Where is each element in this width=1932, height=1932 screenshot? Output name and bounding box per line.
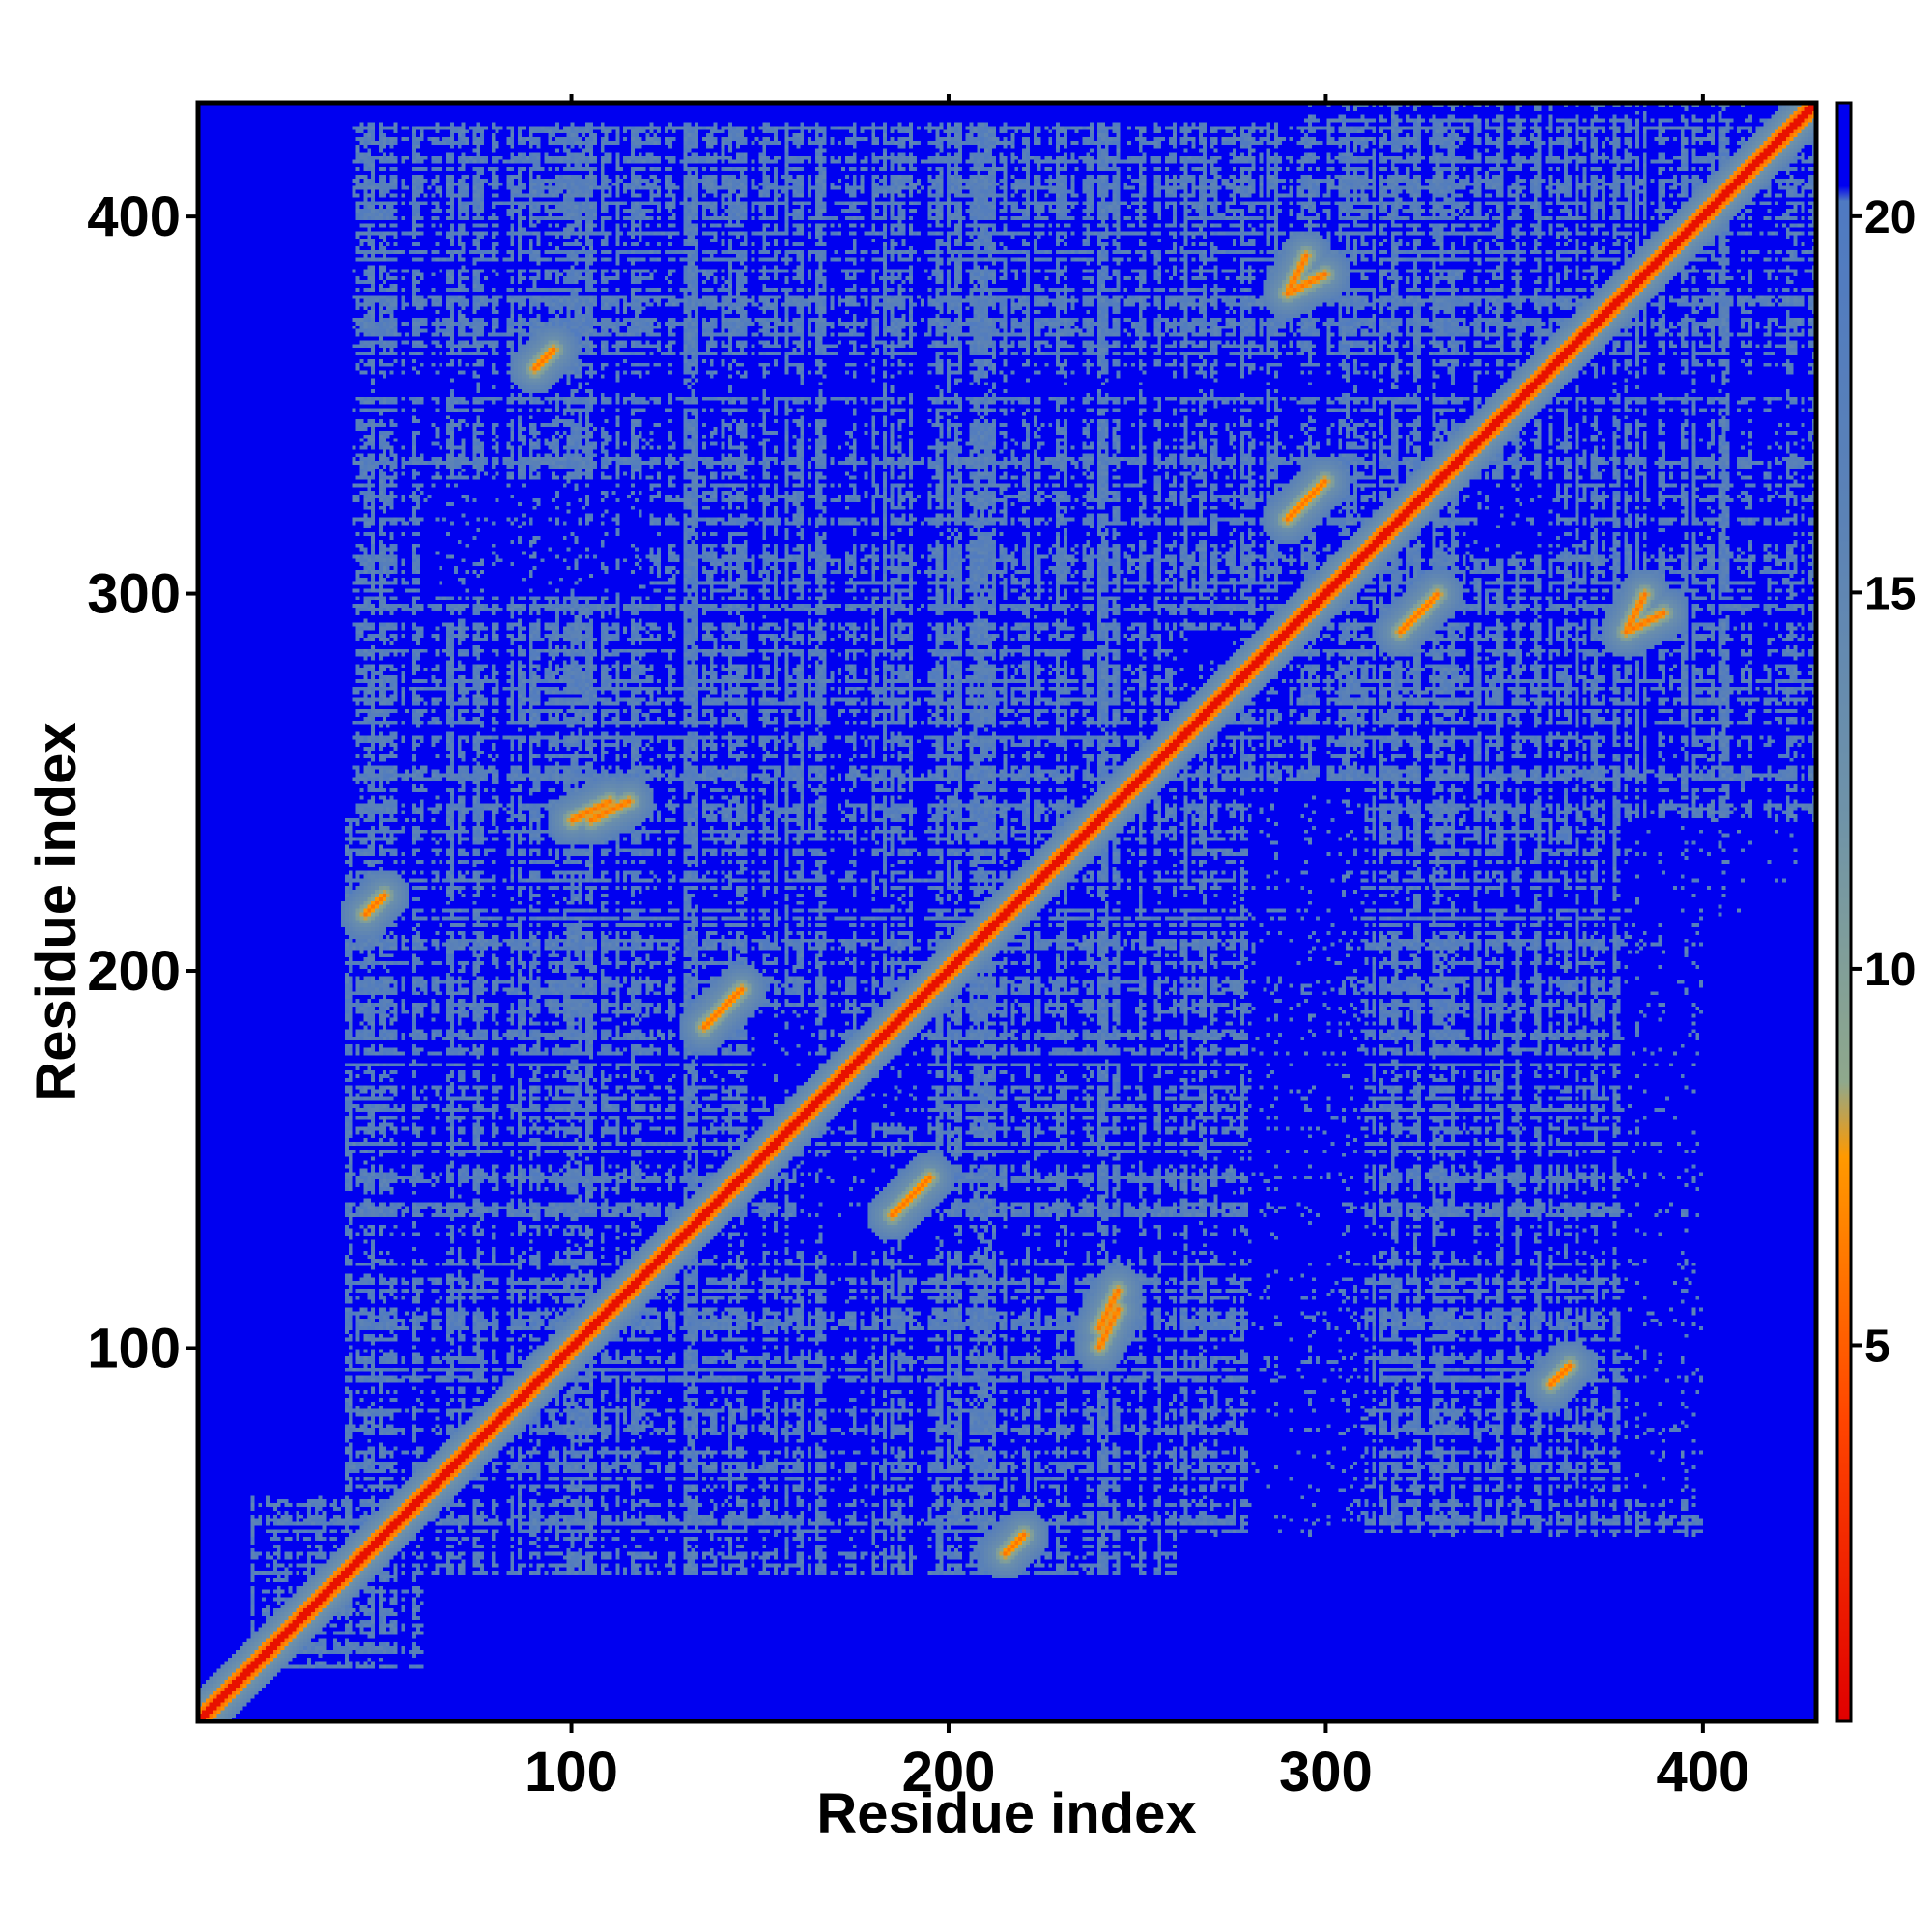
y-axis: 100 200 300 400 xyxy=(87,185,198,1379)
colorbar-tick-label: 10 xyxy=(1864,945,1916,996)
y-tick-label: 400 xyxy=(87,185,181,248)
colorbar-tick-label: 20 xyxy=(1864,192,1916,243)
x-tick-label: 100 xyxy=(525,1741,618,1804)
x-tick-label: 200 xyxy=(902,1741,996,1804)
y-tick-label: 100 xyxy=(87,1317,181,1379)
colorbar-tick-label: 5 xyxy=(1864,1321,1890,1372)
x-axis-title: Residue index xyxy=(816,1782,1196,1845)
y-axis-title: Residue index xyxy=(25,722,88,1101)
plot-frame xyxy=(195,100,1819,1724)
x-tick-label: 300 xyxy=(1279,1741,1373,1804)
y-tick-label: 200 xyxy=(87,940,181,1003)
colorbar xyxy=(1835,101,1853,1723)
x-tick-label: 400 xyxy=(1656,1741,1749,1804)
heatmap-area xyxy=(198,103,1816,1721)
x-axis: 100 200 300 400 xyxy=(525,94,1749,1804)
y-tick-label: 300 xyxy=(87,563,181,626)
colorbar-tick-label: 15 xyxy=(1864,568,1916,619)
colorbar-ticks: 5 10 15 20 xyxy=(1851,192,1916,1372)
